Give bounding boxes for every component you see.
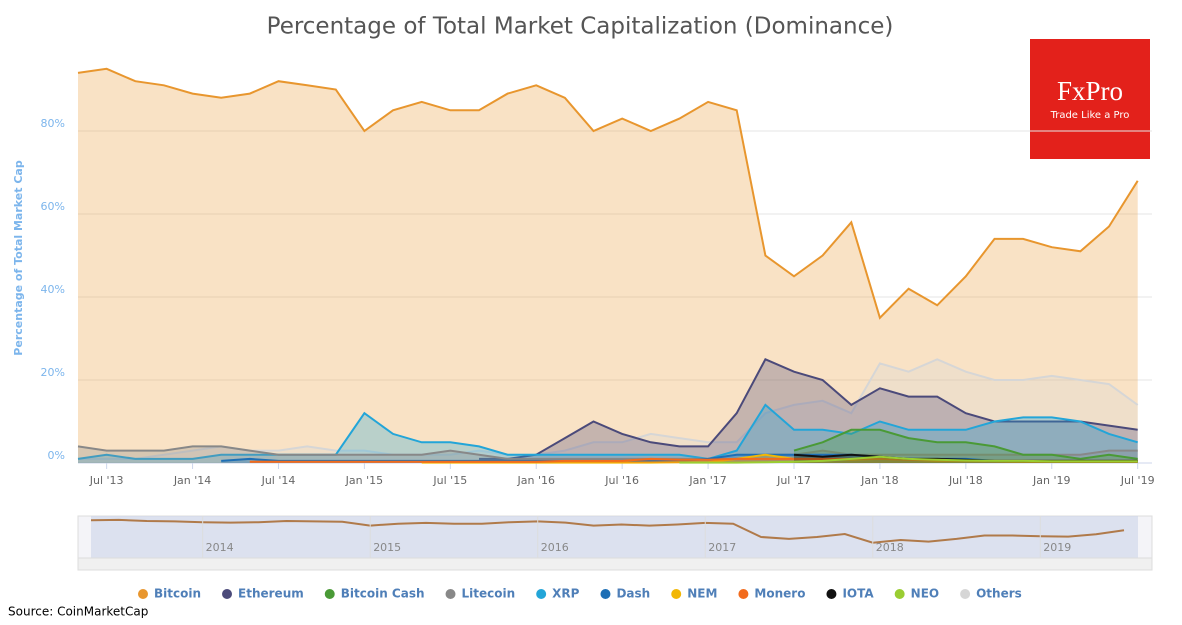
legend-label: Litecoin (462, 587, 516, 601)
x-tick-label: Jul '15 (432, 474, 467, 487)
y-axis-title: Percentage of Total Market Cap (12, 160, 25, 356)
legend-label: Bitcoin Cash (341, 587, 425, 601)
legend-label: Bitcoin (154, 587, 201, 601)
y-tick-label: 40% (41, 283, 65, 296)
legend-label: XRP (552, 587, 579, 601)
x-tick-label: Jul '16 (604, 474, 639, 487)
x-tick-label: Jul '14 (261, 474, 296, 487)
legend-item[interactable]: XRP (536, 587, 580, 601)
legend-item[interactable]: Monero (738, 587, 805, 601)
logo-brand: FxPro (1057, 76, 1123, 106)
legend-item[interactable]: NEO (894, 587, 939, 601)
legend-label: Ethereum (238, 587, 304, 601)
x-tick-label: Jan '17 (688, 474, 726, 487)
series-area (78, 68, 1138, 464)
y-tick-label: 80% (41, 117, 65, 130)
x-tick-label: Jul '17 (776, 474, 811, 487)
series-area (78, 404, 1138, 463)
legend-swatch (738, 589, 749, 599)
series-line (77, 445, 1138, 460)
navigator-label: 2016 (541, 541, 569, 554)
legend-label: NEM (687, 587, 717, 601)
legend-label: NEO (911, 587, 939, 601)
legend-item[interactable]: Bitcoin (138, 587, 201, 601)
x-tick-label: Jan '14 (173, 474, 211, 487)
x-tick-label: Jan '18 (860, 474, 898, 487)
x-tick-label: Jan '16 (516, 474, 554, 487)
legend-swatch (445, 589, 456, 599)
x-tick-label: Jan '15 (345, 474, 383, 487)
logo: FxPro Trade Like a Pro (1030, 39, 1150, 159)
navigator-label: 2018 (876, 541, 904, 554)
logo-tagline: Trade Like a Pro (1050, 110, 1130, 121)
x-tick-label: Jan '19 (1032, 474, 1070, 487)
legend-swatch (826, 589, 837, 599)
legend-swatch (960, 589, 971, 599)
x-tick-label: Jul '13 (89, 474, 124, 487)
navigator-line (90, 518, 1125, 544)
navigator-label: 2015 (373, 541, 401, 554)
y-tick-label: 0% (48, 449, 65, 462)
legend-item[interactable]: Ethereum (222, 587, 304, 601)
legend-label: Dash (616, 587, 650, 601)
navigator-label: 2017 (708, 541, 736, 554)
legend-item[interactable]: Litecoin (445, 587, 516, 601)
navigator-label: 2019 (1043, 541, 1071, 554)
legend-label: IOTA (842, 587, 874, 601)
legend-label: Monero (754, 587, 805, 601)
series-area (78, 359, 1138, 463)
legend-swatch (894, 589, 905, 599)
chart-title: Percentage of Total Market Capitalizatio… (267, 14, 894, 40)
logo-box (1030, 39, 1150, 159)
navigator-label: 2014 (206, 541, 234, 554)
legend-swatch (138, 589, 148, 599)
legend-swatch (671, 589, 682, 599)
scrollbar[interactable] (77, 557, 1153, 571)
legend-item[interactable]: NEM (671, 587, 717, 601)
series-line (77, 403, 1138, 460)
series-line (679, 455, 1138, 464)
legend-swatch (222, 589, 233, 599)
legend-swatch (536, 589, 547, 599)
source: Source: CoinMarketCap (8, 605, 148, 619)
x-tick-label: Jul '18 (948, 474, 983, 487)
legend-item[interactable]: Bitcoin Cash (324, 587, 425, 601)
y-tick-label: 20% (41, 366, 65, 379)
y-tick-label: 60% (41, 200, 65, 213)
legend-swatch (600, 589, 611, 599)
legend-swatch (324, 589, 335, 599)
series-line (479, 358, 1138, 460)
x-tick-label: Jul '19 (1120, 474, 1155, 487)
series-line (793, 428, 1138, 460)
series-line (77, 67, 1139, 320)
legend-item[interactable]: Others (960, 587, 1022, 601)
legend-label: Others (976, 587, 1022, 601)
series-area (479, 359, 1138, 463)
legend-item[interactable]: Dash (600, 587, 650, 601)
legend-item[interactable]: IOTA (826, 587, 874, 601)
